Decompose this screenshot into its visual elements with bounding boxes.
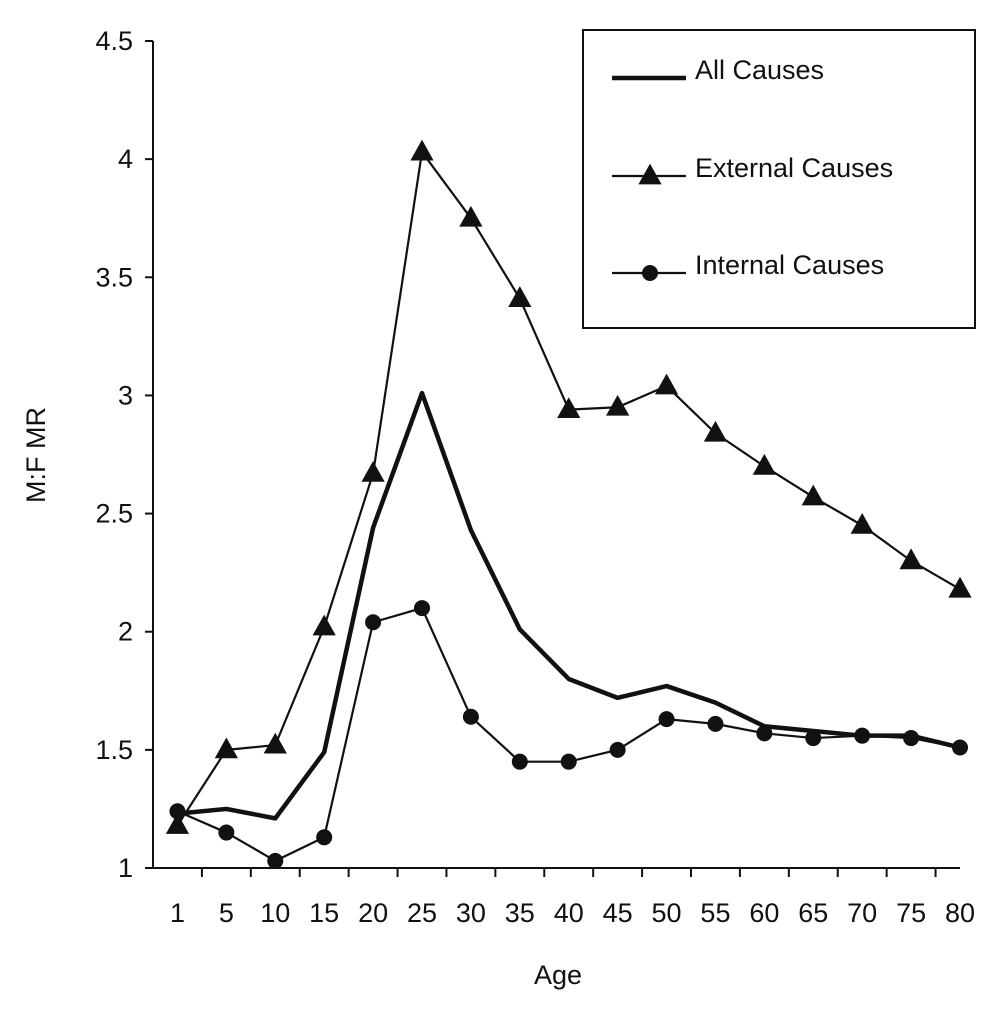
x-tick-label: 25 <box>407 898 437 928</box>
x-tick-label: 20 <box>358 898 388 928</box>
series-all-causes <box>177 390 961 821</box>
data-point <box>508 286 532 307</box>
data-point <box>658 711 675 728</box>
labels-layer: 11.522.533.544.51 5 10 15 20 25 30 35 40 45 50 55 60… <box>21 26 975 990</box>
y-tick-label: 2 <box>118 617 133 647</box>
data-point <box>165 813 190 834</box>
data-point <box>850 512 874 534</box>
x-tick-label: 65 <box>798 898 828 928</box>
x-tick-label: 40 <box>554 898 584 928</box>
legend-item: Internal Causes <box>612 250 884 281</box>
x-tick-label: 15 <box>309 898 339 928</box>
data-point <box>361 461 385 482</box>
data-point <box>801 484 825 506</box>
data-point <box>654 373 679 395</box>
data-point <box>511 753 528 770</box>
data-point <box>365 614 382 631</box>
x-tick-label: 55 <box>700 898 730 928</box>
data-point <box>756 725 773 742</box>
data-point <box>414 600 430 617</box>
data-point <box>459 205 483 227</box>
x-tick-label: 60 <box>749 898 779 928</box>
x-tick-label: 75 <box>896 898 926 928</box>
data-point <box>312 614 336 636</box>
data-point <box>606 394 630 416</box>
x-tick-label: 70 <box>847 898 877 928</box>
legend-marker <box>642 265 658 281</box>
x-axis-title: Age <box>534 960 582 990</box>
y-tick-label: 1.5 <box>95 735 133 765</box>
data-point <box>752 453 776 475</box>
y-tick-label: 3.5 <box>95 262 133 292</box>
y-axis-title: M:F MR <box>21 407 51 503</box>
x-tick-label: 30 <box>456 898 486 928</box>
data-point <box>903 730 920 747</box>
y-tick-label: 4 <box>118 144 133 174</box>
data-point <box>707 715 724 732</box>
data-point <box>952 739 968 756</box>
legend-item: External Causes <box>612 153 893 185</box>
data-point <box>557 397 581 419</box>
legend-label: All Causes <box>695 55 824 85</box>
data-point <box>214 737 238 759</box>
x-tick-label: 10 <box>260 898 290 928</box>
axes <box>145 40 960 877</box>
data-point <box>263 732 287 754</box>
data-point <box>169 803 186 820</box>
legend-item: All Causes <box>612 55 824 85</box>
data-point <box>316 829 333 846</box>
series-line <box>177 390 961 821</box>
data-point <box>899 548 923 570</box>
data-point <box>267 852 284 869</box>
y-tick-label: 2.5 <box>95 499 133 529</box>
data-point <box>703 420 728 442</box>
data-point <box>854 727 871 744</box>
x-tick-label: 1 <box>170 898 185 928</box>
legend-items: All Causes External Causes Internal Causes <box>612 55 893 281</box>
y-tick-label: 4.5 <box>95 26 133 56</box>
x-tick-label: 80 <box>945 898 975 928</box>
data-point <box>948 576 972 598</box>
legend-label: External Causes <box>695 153 893 183</box>
x-tick-label: 45 <box>603 898 633 928</box>
data-point <box>560 753 577 770</box>
legend: All Causes External Causes Internal Causes <box>582 29 976 329</box>
x-tick-label: 35 <box>505 898 535 928</box>
data-point <box>462 708 479 725</box>
legend-label: Internal Causes <box>695 250 884 280</box>
data-point <box>410 139 434 161</box>
y-tick-label: 3 <box>118 380 133 410</box>
legend-marker <box>638 163 662 185</box>
x-tick-label: 50 <box>652 898 682 928</box>
data-point <box>609 741 626 758</box>
series-external-causes <box>165 139 972 834</box>
x-tick-label: 5 <box>219 898 234 928</box>
y-tick-label: 1 <box>118 853 133 883</box>
data-point <box>218 824 235 841</box>
series-internal-causes <box>169 600 968 869</box>
data-point <box>805 730 822 747</box>
series-layer <box>165 139 972 869</box>
